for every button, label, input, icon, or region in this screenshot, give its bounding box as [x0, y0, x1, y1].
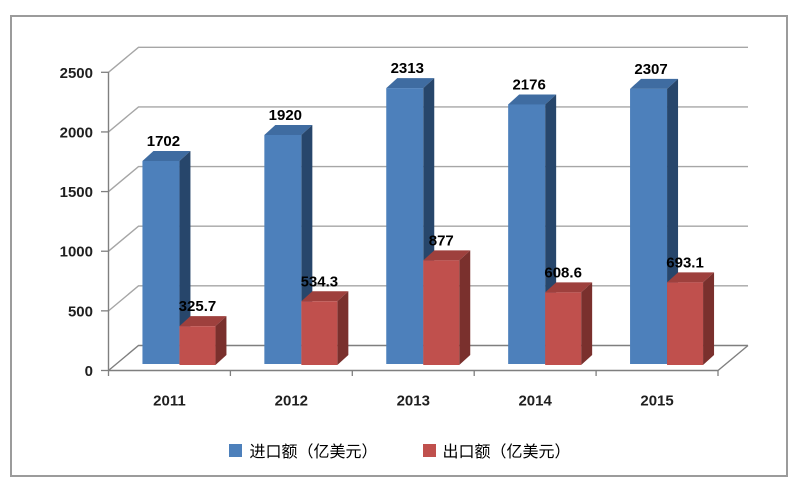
floor-right-edge — [717, 344, 749, 372]
y-axis-label-0: 0 — [85, 363, 93, 380]
bar-top-face — [667, 272, 715, 283]
bar-front-face — [508, 104, 546, 364]
legend-swatch-import-icon — [229, 443, 243, 457]
data-label-export-2015: 693.1 — [666, 254, 704, 271]
bar-front-face — [630, 88, 668, 364]
bar-import-2012 — [264, 124, 313, 365]
bar-top-face — [545, 282, 593, 293]
bar-top-face — [386, 78, 435, 89]
bar-top-face — [630, 78, 679, 89]
legend-swatch-export-icon — [422, 443, 436, 457]
legend: 进口额（亿美元） 出口额（亿美元） — [0, 438, 800, 462]
bar-export-2013 — [423, 250, 471, 365]
bar-front-face — [264, 134, 302, 364]
y-axis-label-2500: 2500 — [60, 65, 93, 82]
bar-import-2014 — [508, 94, 557, 364]
y-axis-label-2000: 2000 — [60, 124, 93, 141]
y-axis-label-500: 500 — [68, 303, 93, 320]
bar-export-2012 — [301, 291, 349, 365]
data-label-import-2015: 2307 — [634, 61, 667, 78]
data-label-import-2012: 1920 — [269, 107, 302, 124]
bar-front-face — [179, 326, 216, 365]
bar-side-face — [703, 272, 715, 365]
data-label-export-2014: 608.6 — [544, 264, 582, 281]
bar-side-face — [459, 250, 471, 365]
bar-front-face — [142, 160, 180, 364]
gridline-2500 — [108, 46, 748, 73]
bar-export-2015 — [667, 272, 715, 365]
x-axis-label-2012: 2012 — [275, 393, 308, 410]
legend-item-export: 出口额（亿美元） — [422, 438, 571, 462]
data-label-export-2011: 325.7 — [179, 298, 217, 315]
data-label-export-2013: 877 — [429, 232, 454, 249]
bar-top-face — [264, 124, 313, 135]
x-axis-label-2014: 2014 — [518, 393, 552, 410]
bar-top-face — [423, 250, 471, 261]
bar-side-face — [581, 282, 593, 365]
bar-top-face — [301, 291, 349, 302]
bar-front-face — [545, 292, 582, 365]
y-axis-label-1000: 1000 — [60, 244, 93, 261]
bar-front-face — [301, 301, 338, 365]
bar-side-face — [215, 316, 227, 365]
bar-side-face — [179, 150, 191, 364]
data-label-import-2011: 1702 — [147, 133, 180, 150]
bar-top-face — [179, 316, 227, 327]
x-axis-label-2011: 2011 — [153, 393, 186, 410]
x-axis-label-2015: 2015 — [640, 393, 673, 410]
data-label-import-2014: 2176 — [512, 76, 545, 93]
data-label-import-2013: 2313 — [391, 60, 424, 77]
bar-import-2011 — [142, 150, 191, 364]
bar-front-face — [667, 282, 704, 365]
data-label-export-2012: 534.3 — [301, 273, 339, 290]
x-axis-label-2013: 2013 — [397, 393, 430, 410]
bar-front-face — [423, 260, 460, 365]
bar-side-face — [337, 291, 349, 365]
bar-export-2011 — [179, 316, 227, 365]
legend-item-import: 进口额（亿美元） — [229, 438, 378, 462]
bar-front-face — [386, 88, 424, 365]
bar-export-2014 — [545, 282, 593, 365]
legend-label-import: 进口额（亿美元） — [249, 444, 378, 461]
y-axis-label-1500: 1500 — [60, 184, 93, 201]
bar-top-face — [142, 150, 191, 161]
bar-top-face — [508, 94, 557, 105]
legend-label-export: 出口额（亿美元） — [442, 444, 571, 461]
